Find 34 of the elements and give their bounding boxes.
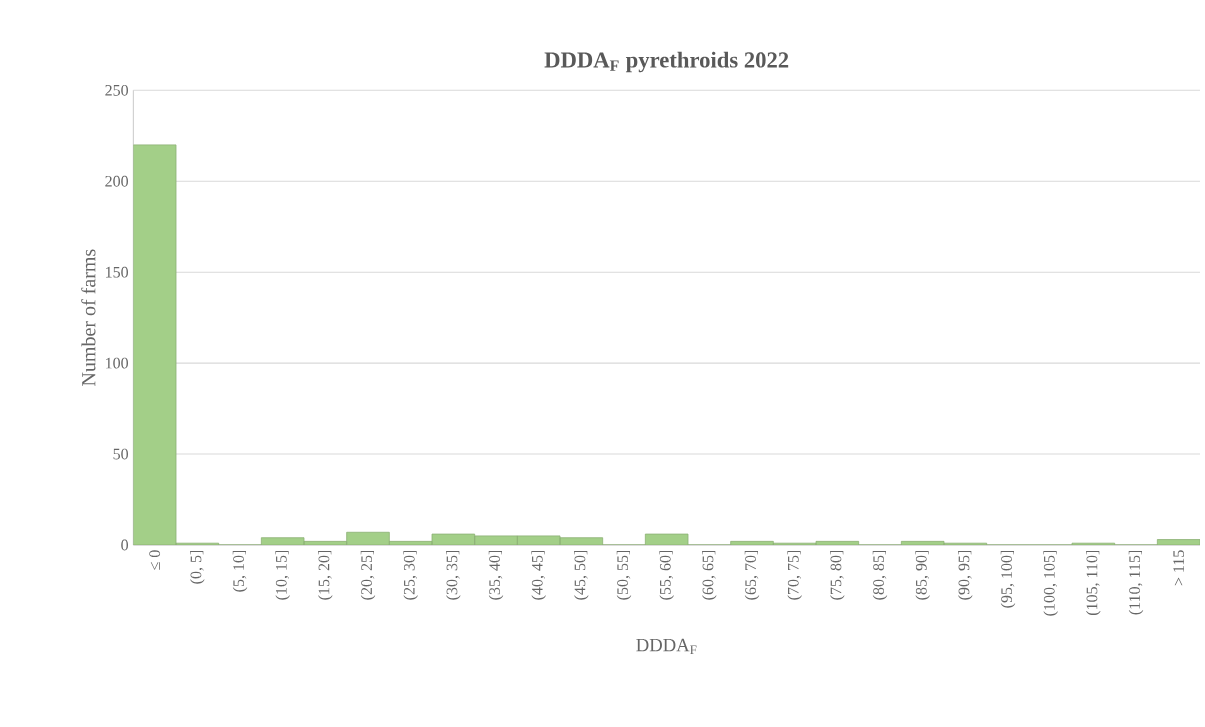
x-tick-label: (5, 10]: [232, 550, 248, 592]
x-tick-label: (55, 60]: [659, 550, 674, 600]
x-tick-label: (75, 80]: [830, 550, 845, 600]
y-tick-label: 100: [106, 357, 129, 369]
x-tick-label: (95, 100]: [1000, 550, 1016, 608]
y-tick-label: 0: [121, 539, 129, 551]
chart-title: DDDA$_{F}$ pyrethroids 2022: [544, 51, 789, 73]
y-tick-label: 200: [105, 175, 129, 187]
x-axis-title: DDDA$_{F}$: [636, 638, 697, 655]
x-tick-label: (35, 40]: [488, 550, 504, 600]
x-tick-label: (15, 20]: [318, 550, 333, 600]
x-tick-label: (10, 15]: [275, 550, 290, 600]
x-tick-label: (65, 70]: [744, 550, 760, 600]
x-tick-label: (20, 25]: [360, 550, 376, 600]
x-tick-label: > 115: [1173, 550, 1185, 586]
x-tick-label: (90, 95]: [958, 550, 973, 600]
x-tick-label: (50, 55]: [616, 550, 632, 600]
y-tick-label: 50: [113, 448, 129, 460]
x-tick-label: (110, 115]: [1128, 550, 1144, 615]
x-tick-label: (25, 30]: [403, 550, 418, 600]
x-tick-label: (60, 65]: [702, 550, 717, 600]
x-tick-label: (70, 75]: [787, 550, 802, 600]
x-tick-label: (80, 85]: [872, 550, 888, 600]
y-tick-label: 250: [105, 84, 129, 96]
x-tick-label: (85, 90]: [915, 550, 930, 600]
x-tick-label: (105, 110]: [1086, 550, 1101, 616]
x-tick-label: (45, 50]: [574, 550, 589, 600]
y-tick-label: 150: [106, 266, 129, 278]
x-tick-label: (100, 105]: [1043, 550, 1058, 616]
x-tick-label: ≤ 0: [149, 550, 161, 570]
x-tick-label: (30, 35]: [446, 550, 461, 600]
x-tick-label: (0, 5]: [190, 550, 205, 584]
y-axis-title: Number of farms: [81, 249, 96, 386]
x-tick-label: (40, 45]: [531, 550, 546, 600]
